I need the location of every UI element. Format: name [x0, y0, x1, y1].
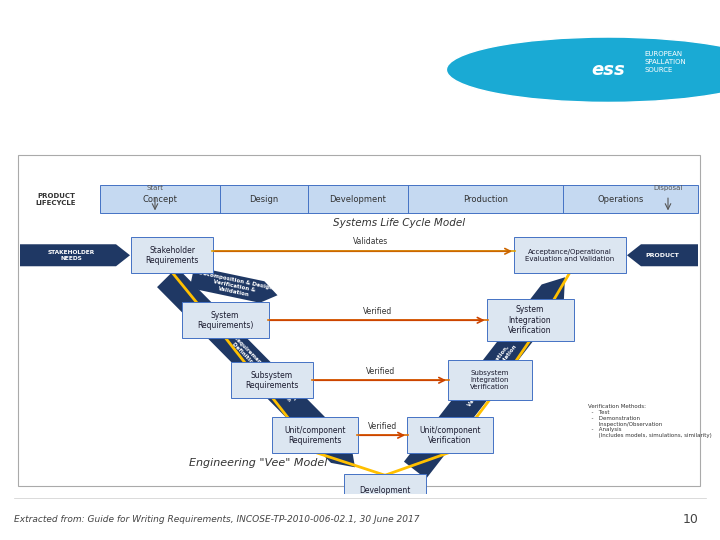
- Circle shape: [446, 37, 720, 103]
- Text: 10: 10: [683, 513, 698, 526]
- Text: Validates: Validates: [354, 237, 389, 246]
- FancyBboxPatch shape: [514, 237, 626, 273]
- Text: Unit/component
Requirements: Unit/component Requirements: [284, 426, 346, 445]
- Text: System Requirements Decomposition: System Requirements Decomposition: [22, 102, 310, 117]
- Text: Verified: Verified: [366, 367, 395, 376]
- Text: Engineering "Vee" Model: Engineering "Vee" Model: [189, 458, 328, 468]
- Bar: [100, 185, 698, 213]
- FancyBboxPatch shape: [181, 302, 269, 338]
- FancyBboxPatch shape: [231, 362, 313, 399]
- Text: Design: Design: [249, 195, 279, 204]
- Text: Concept: Concept: [143, 195, 177, 204]
- Text: Systems Life Cycle Model: Systems Life Cycle Model: [333, 218, 465, 228]
- Text: Verification Methods:
  -   Test
  -   Demonstration
      Inspection/Observatio: Verification Methods: - Test - Demonstra…: [588, 404, 711, 438]
- Text: Development: Development: [330, 195, 387, 204]
- Text: Subsystem
Requirements: Subsystem Requirements: [246, 370, 299, 390]
- Text: Requirements Development,
Definition, Decomposition
& Design: Requirements Development, Definition, De…: [224, 335, 298, 410]
- Text: STAKEHOLDER
NEEDS: STAKEHOLDER NEEDS: [48, 250, 94, 261]
- Text: ess: ess: [592, 60, 625, 79]
- FancyArrow shape: [157, 267, 355, 467]
- Text: System
Requirements): System Requirements): [197, 310, 253, 330]
- Text: PRODUCT
LIFECYCLE: PRODUCT LIFECYCLE: [36, 193, 76, 206]
- FancyBboxPatch shape: [407, 417, 493, 453]
- FancyBboxPatch shape: [487, 299, 574, 341]
- Text: Development: Development: [359, 486, 410, 495]
- Text: Acceptance/Operational
Evaluation and Validation: Acceptance/Operational Evaluation and Va…: [526, 249, 615, 262]
- Text: Verified: Verified: [363, 307, 392, 316]
- Text: Bunker System: Bunker System: [22, 40, 281, 70]
- Text: Verified: Verified: [368, 422, 397, 431]
- Text: Production: Production: [463, 195, 508, 204]
- Text: Stakeholder
Requirements: Stakeholder Requirements: [145, 246, 199, 265]
- Text: EUROPEAN
SPALLATION
SOURCE: EUROPEAN SPALLATION SOURCE: [644, 51, 686, 73]
- Text: System
Integration
Verification: System Integration Verification: [508, 305, 552, 335]
- Text: Operations: Operations: [598, 195, 644, 204]
- Text: Decomposition & Design
Verification &
Validation: Decomposition & Design Verification & Va…: [196, 271, 274, 302]
- FancyBboxPatch shape: [272, 417, 358, 453]
- FancyBboxPatch shape: [448, 360, 532, 400]
- Text: Subsystem
Integration
Verification: Subsystem Integration Verification: [470, 370, 510, 390]
- FancyArrow shape: [404, 277, 565, 479]
- Text: Start: Start: [146, 185, 163, 191]
- FancyBboxPatch shape: [344, 474, 426, 507]
- FancyArrow shape: [20, 244, 130, 266]
- FancyArrow shape: [190, 267, 277, 303]
- Text: Disposal: Disposal: [653, 185, 683, 191]
- FancyBboxPatch shape: [131, 237, 213, 273]
- Text: Unit/component
Verification: Unit/component Verification: [419, 426, 481, 445]
- Text: Systems Integration,
Verification & Validation: Systems Integration, Verification & Vali…: [462, 340, 518, 407]
- Text: Extracted from: Guide for Writing Requirements, INCOSE-TP-2010-006-02.1, 30 June: Extracted from: Guide for Writing Requir…: [14, 515, 420, 524]
- FancyArrow shape: [627, 244, 698, 266]
- Text: PRODUCT: PRODUCT: [646, 253, 680, 258]
